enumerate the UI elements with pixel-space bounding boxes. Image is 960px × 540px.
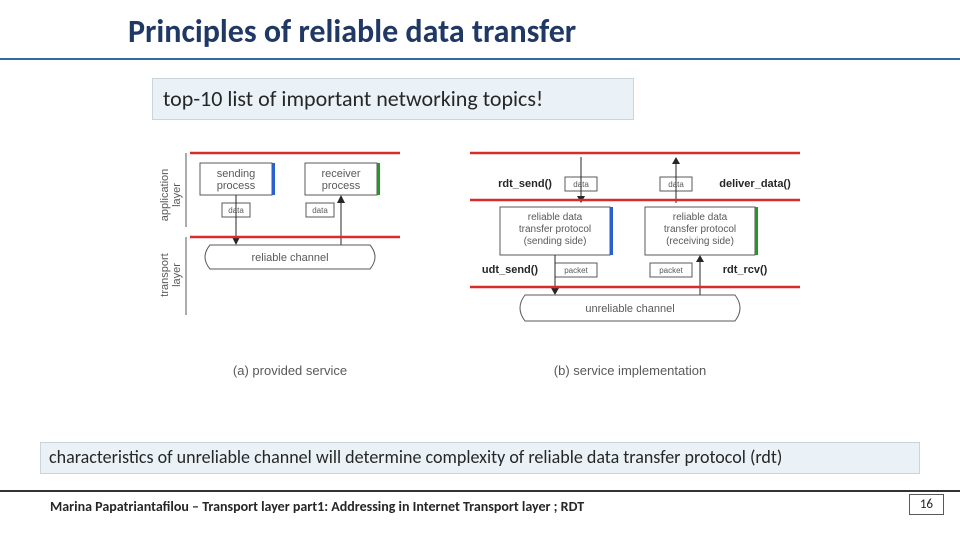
bottom-note-box: characteristics of unreliable channel wi… (40, 442, 920, 474)
title-underline (0, 58, 960, 60)
svg-text:(b) service implementation: (b) service implementation (554, 363, 706, 378)
footer-divider (0, 490, 960, 492)
svg-text:transport: transport (159, 253, 171, 296)
svg-text:deliver_data(): deliver_data() (719, 178, 791, 190)
subtitle-box: top-10 list of important networking topi… (152, 78, 634, 120)
page-number: 16 (909, 494, 944, 515)
bottom-note-text: characteristics of unreliable channel wi… (41, 443, 919, 471)
svg-text:layer: layer (171, 183, 183, 207)
subtitle-text: top-10 list of important networking topi… (153, 79, 633, 118)
rdt-diagram: application layer transport layer sendin… (140, 145, 840, 415)
svg-text:unreliable channel: unreliable channel (585, 303, 674, 315)
svg-text:rdt_send(): rdt_send() (498, 178, 552, 190)
svg-text:(receiving side): (receiving side) (666, 236, 734, 247)
diagram-right: rdt_send() data data deliver_data() reli… (470, 153, 800, 378)
svg-text:process: process (322, 180, 361, 192)
svg-text:(sending side): (sending side) (524, 236, 587, 247)
diagram-left: application layer transport layer sendin… (159, 153, 400, 378)
svg-text:rdt_rcv(): rdt_rcv() (723, 264, 768, 276)
svg-text:transfer protocol: transfer protocol (519, 224, 591, 235)
svg-text:reliable data: reliable data (528, 212, 583, 223)
svg-text:(a) provided service: (a) provided service (233, 363, 347, 378)
svg-text:process: process (217, 180, 256, 192)
slide-title: Principles of reliable data transfer (128, 12, 576, 51)
svg-text:udt_send(): udt_send() (482, 264, 539, 276)
svg-text:data: data (312, 206, 328, 215)
svg-text:transfer protocol: transfer protocol (664, 224, 736, 235)
slide: Principles of reliable data transfer top… (0, 0, 960, 540)
svg-text:layer: layer (171, 263, 183, 287)
svg-text:packet: packet (564, 266, 588, 275)
svg-text:reliable data: reliable data (673, 212, 728, 223)
svg-text:sending: sending (217, 168, 256, 180)
footer-text: Marina Papatriantafilou – Transport laye… (50, 498, 584, 515)
svg-text:reliable channel: reliable channel (251, 252, 328, 264)
svg-text:packet: packet (659, 266, 683, 275)
svg-text:application: application (159, 169, 171, 222)
svg-text:receiver: receiver (321, 168, 360, 180)
